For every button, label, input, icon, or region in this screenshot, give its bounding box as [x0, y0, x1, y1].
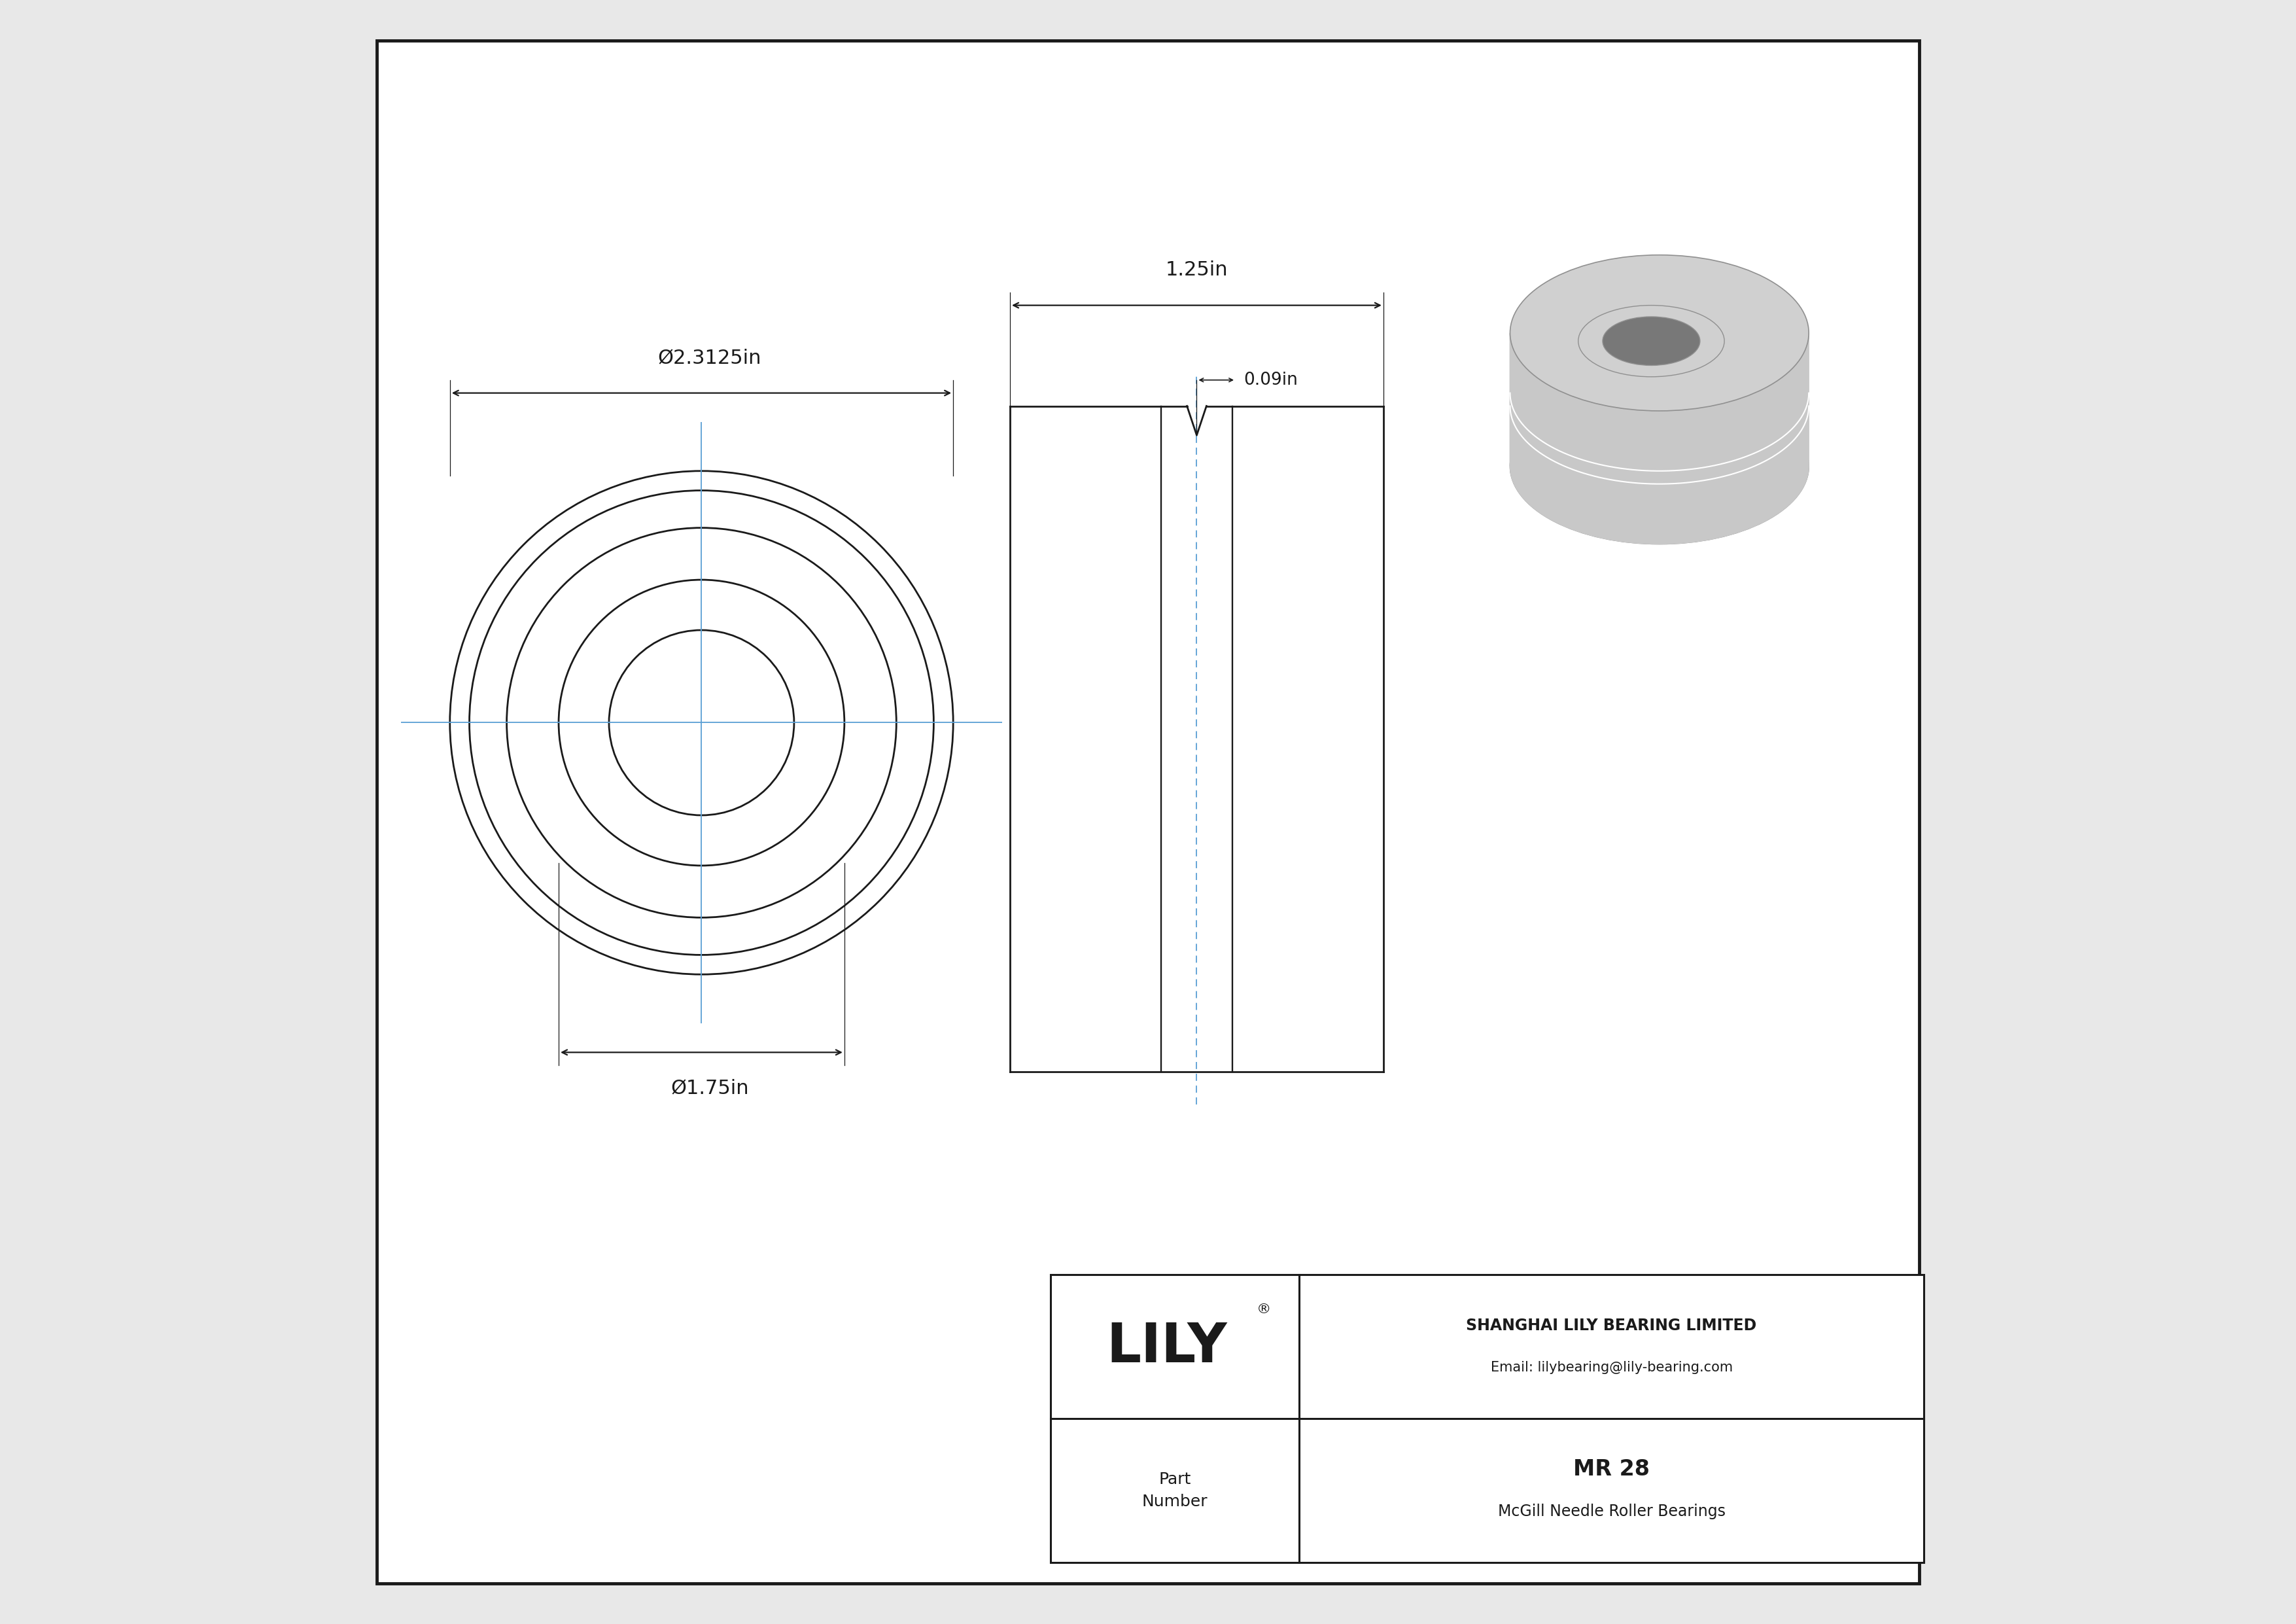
- Ellipse shape: [1511, 388, 1809, 544]
- Ellipse shape: [1603, 317, 1699, 365]
- Circle shape: [450, 471, 953, 974]
- Polygon shape: [1511, 333, 1809, 544]
- Text: Email: lilybearing@lily-bearing.com: Email: lilybearing@lily-bearing.com: [1490, 1361, 1733, 1374]
- Bar: [1010, 406, 1384, 1072]
- Bar: [1052, 1275, 1924, 1562]
- Text: ®: ®: [1256, 1302, 1272, 1315]
- Text: LILY: LILY: [1107, 1320, 1226, 1374]
- Ellipse shape: [1511, 255, 1809, 411]
- Text: Ø2.3125in: Ø2.3125in: [657, 348, 762, 367]
- Text: 1.25in: 1.25in: [1166, 260, 1228, 279]
- Text: Part
Number: Part Number: [1141, 1471, 1208, 1509]
- Text: McGill Needle Roller Bearings: McGill Needle Roller Bearings: [1497, 1504, 1724, 1520]
- Text: SHANGHAI LILY BEARING LIMITED: SHANGHAI LILY BEARING LIMITED: [1467, 1317, 1756, 1333]
- Text: Ø1.75in: Ø1.75in: [670, 1078, 748, 1098]
- Text: 0.09in: 0.09in: [1244, 372, 1297, 388]
- Text: MR 28: MR 28: [1573, 1458, 1651, 1479]
